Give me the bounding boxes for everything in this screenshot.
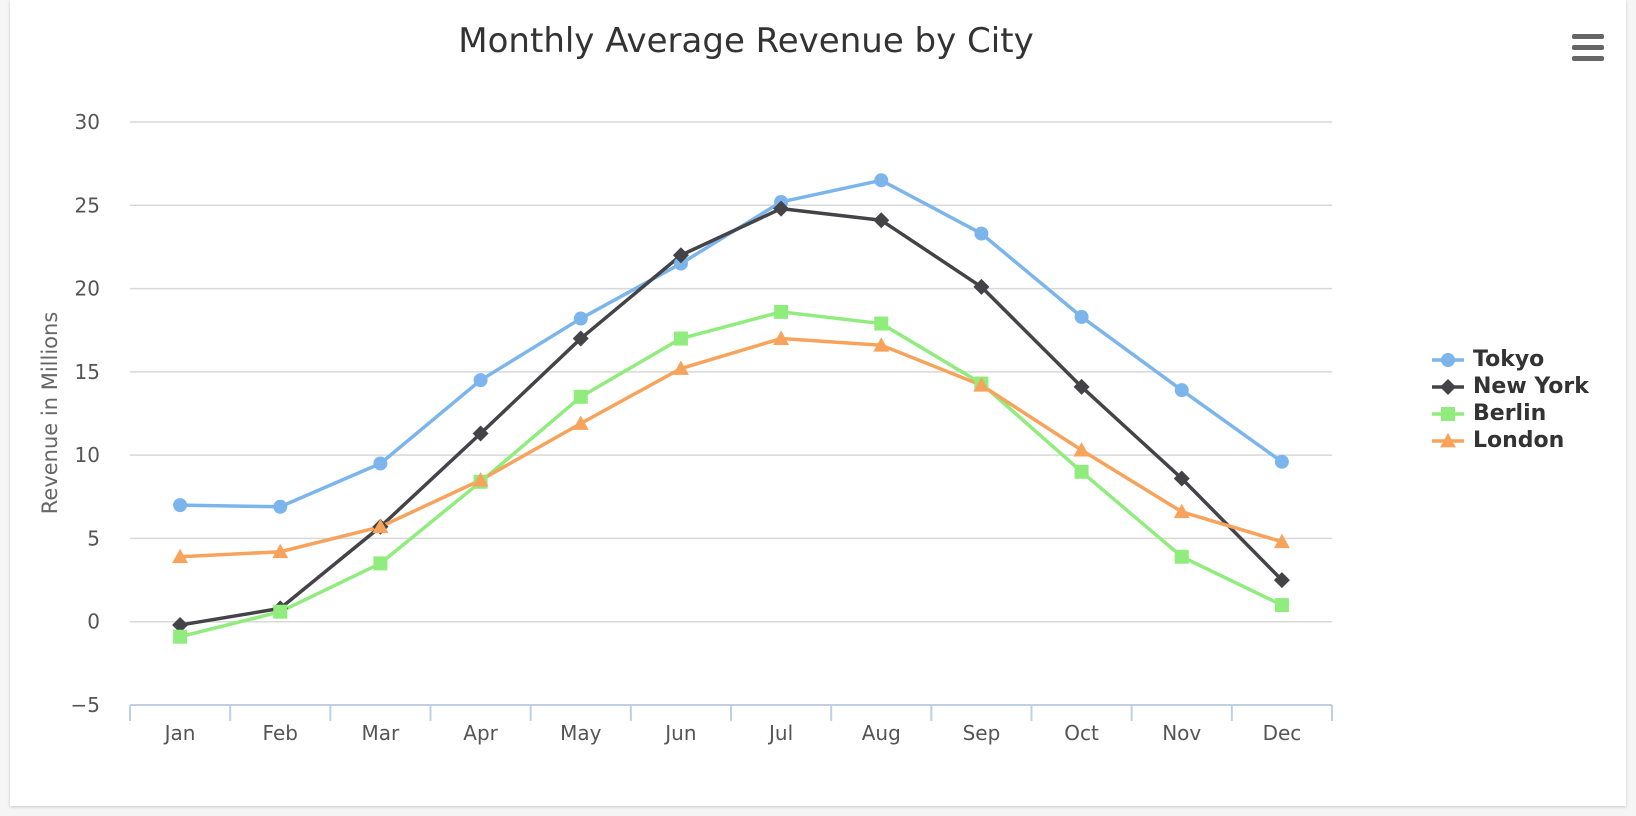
data-point-tokyo[interactable]	[573, 311, 588, 326]
data-point-new-york[interactable]	[1173, 470, 1190, 487]
data-point-berlin[interactable]	[273, 604, 288, 619]
y-tick-label: 30	[75, 110, 100, 134]
x-tick-label: Jan	[163, 721, 196, 745]
legend-symbol-square-icon	[1432, 406, 1464, 421]
hamburger-menu-icon	[1572, 45, 1604, 50]
x-tick-label: Dec	[1263, 721, 1302, 745]
legend-label-tokyo: Tokyo	[1473, 346, 1545, 372]
data-point-london[interactable]	[973, 377, 990, 392]
hamburger-menu-icon	[1572, 34, 1604, 39]
x-tick-label: Apr	[463, 721, 498, 745]
data-point-london[interactable]	[773, 330, 790, 345]
data-point-berlin[interactable]	[173, 629, 188, 644]
data-point-tokyo[interactable]	[673, 256, 688, 271]
y-tick-label: 20	[75, 277, 100, 301]
data-point-tokyo[interactable]	[173, 498, 188, 513]
legend-marker-berlin	[1441, 406, 1455, 421]
legend-item-berlin[interactable]: Berlin	[1431, 400, 1621, 427]
grid-lines	[130, 121, 1332, 623]
data-point-berlin[interactable]	[874, 316, 889, 331]
legend-marker-tokyo	[1441, 352, 1455, 367]
x-tick-label: Aug	[862, 721, 901, 745]
data-point-new-york[interactable]	[1273, 572, 1290, 589]
series-line-london[interactable]	[178, 336, 1284, 559]
data-point-tokyo[interactable]	[473, 373, 488, 388]
x-tick-label: Jul	[767, 721, 793, 745]
legend-marker-london	[1440, 432, 1456, 447]
data-point-berlin[interactable]	[673, 331, 688, 346]
data-point-tokyo[interactable]	[874, 173, 889, 188]
legend-symbol-diamond-icon	[1432, 378, 1464, 395]
data-point-new-york[interactable]	[773, 200, 790, 217]
data-point-london[interactable]	[1073, 442, 1090, 457]
series-line-tokyo[interactable]	[178, 178, 1284, 509]
data-point-new-york[interactable]	[172, 617, 189, 634]
y-tick-label: 5	[87, 526, 100, 550]
data-point-berlin[interactable]	[1074, 464, 1089, 479]
x-tick-label: Sep	[963, 721, 1001, 745]
legend-symbol-triangle-icon	[1432, 432, 1464, 447]
x-tick-label: Nov	[1162, 721, 1201, 745]
chart-menu-button[interactable]	[1568, 32, 1608, 66]
chart-title: Monthly Average Revenue by City	[458, 21, 1033, 61]
x-tick-label: May	[560, 721, 602, 745]
data-point-london[interactable]	[1273, 533, 1290, 549]
data-point-london[interactable]	[672, 360, 689, 375]
data-point-new-york[interactable]	[672, 247, 689, 264]
data-point-london[interactable]	[572, 415, 589, 430]
chart-container: −5 0 5 10 15 20 25 30 Jan Feb Mar Apr May Jun Jul Aug Se…	[10, 0, 1626, 806]
data-point-tokyo[interactable]	[1174, 383, 1189, 398]
legend-label-new-york: New York	[1473, 373, 1589, 399]
data-point-london[interactable]	[372, 518, 389, 534]
data-point-london[interactable]	[272, 543, 289, 559]
data-point-tokyo[interactable]	[1074, 309, 1089, 324]
data-point-berlin[interactable]	[774, 304, 789, 319]
legend-marker-new-york	[1440, 378, 1456, 395]
line-chart: −5 0 5 10 15 20 25 30 Jan Feb Mar Apr May Jun Jul Aug Se…	[38, 21, 1333, 745]
data-point-london[interactable]	[172, 548, 189, 564]
data-point-new-york[interactable]	[873, 212, 890, 229]
y-tick-label: 10	[75, 443, 100, 467]
data-point-berlin[interactable]	[373, 556, 388, 571]
legend-item-tokyo[interactable]: Tokyo	[1431, 346, 1621, 373]
chart-legend: Tokyo New York Berlin London	[1431, 346, 1621, 454]
data-point-tokyo[interactable]	[1274, 454, 1289, 469]
y-tick-label: 25	[75, 193, 100, 217]
series-line-new-york[interactable]	[178, 206, 1284, 627]
data-point-tokyo[interactable]	[974, 226, 989, 241]
series-lines	[178, 178, 1284, 639]
y-tick-label: 0	[87, 610, 100, 634]
data-point-tokyo[interactable]	[273, 499, 288, 514]
y-tick-label: 15	[75, 360, 100, 384]
data-point-new-york[interactable]	[472, 425, 489, 442]
data-point-berlin[interactable]	[1174, 549, 1189, 564]
data-point-tokyo[interactable]	[373, 456, 388, 471]
series-markers	[172, 173, 1290, 644]
legend-label-berlin: Berlin	[1473, 400, 1547, 426]
data-point-new-york[interactable]	[572, 330, 589, 347]
data-point-london[interactable]	[472, 472, 489, 487]
legend-symbol-circle-icon	[1432, 352, 1464, 367]
x-tick-label: Mar	[362, 721, 401, 745]
data-point-new-york[interactable]	[973, 278, 990, 295]
legend-label-london: London	[1473, 427, 1565, 453]
series-line-berlin[interactable]	[178, 310, 1284, 639]
legend-item-new-york[interactable]: New York	[1431, 373, 1621, 400]
x-tick-label: Oct	[1064, 721, 1099, 745]
data-point-berlin[interactable]	[1274, 598, 1289, 613]
y-axis-title: Revenue in Millions	[38, 312, 62, 515]
legend-item-london[interactable]: London	[1431, 427, 1621, 454]
x-tick-label: Feb	[263, 721, 298, 745]
data-point-new-york[interactable]	[1073, 378, 1090, 395]
x-tick-label: Jun	[663, 721, 696, 745]
axes: −5 0 5 10 15 20 25 30 Jan Feb Mar Apr May Jun Jul Aug Se…	[71, 110, 1333, 745]
hamburger-menu-icon	[1572, 56, 1604, 61]
data-point-london[interactable]	[873, 337, 890, 352]
data-point-london[interactable]	[1173, 503, 1190, 519]
data-point-berlin[interactable]	[573, 389, 588, 404]
y-tick-label: −5	[71, 693, 100, 717]
